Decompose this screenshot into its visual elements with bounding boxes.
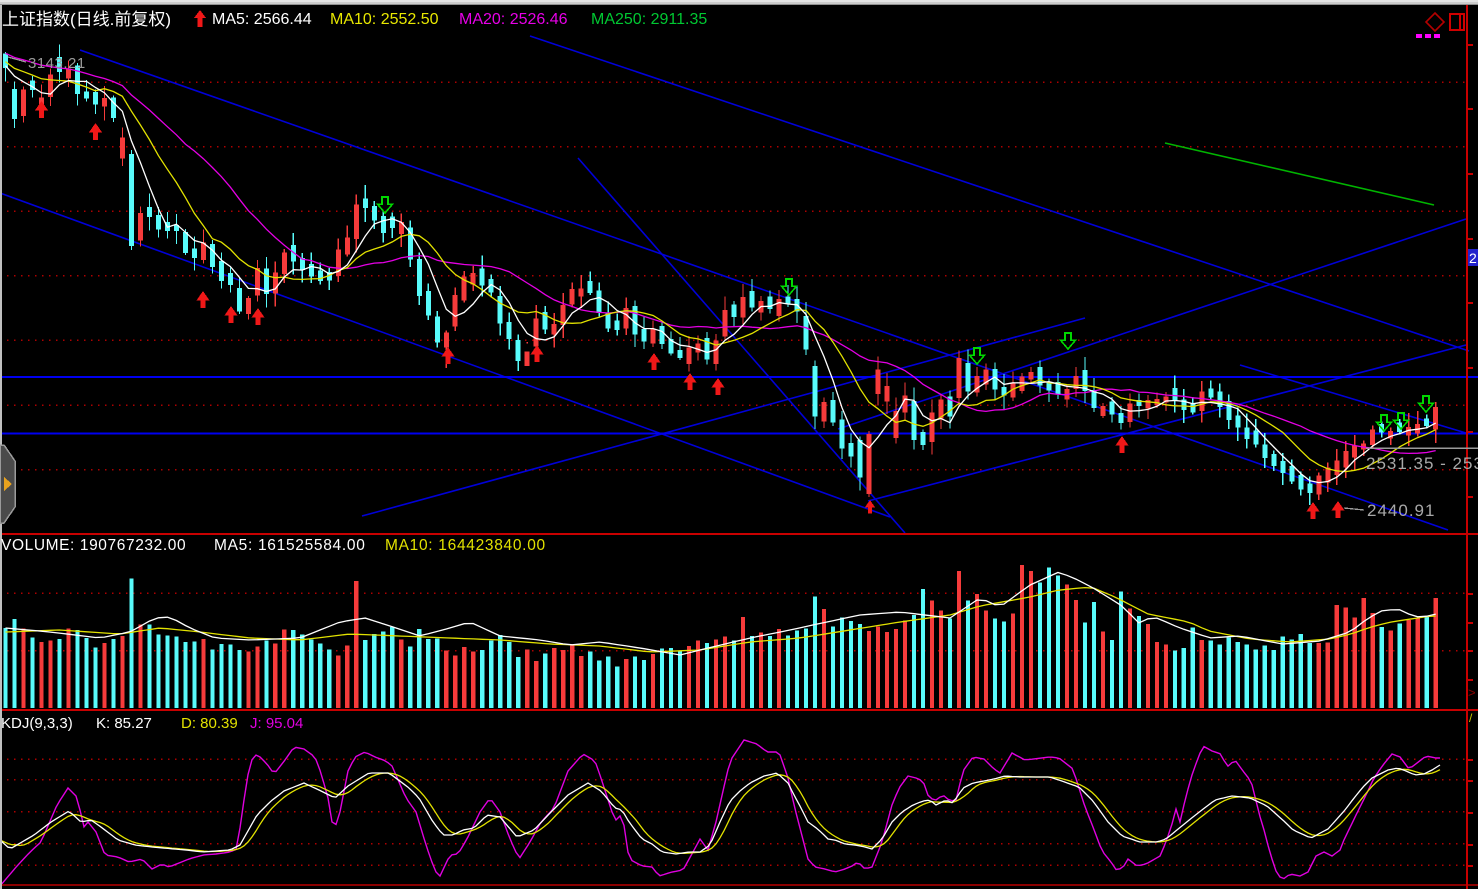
svg-text:2531.35 - 253: 2531.35 - 253 [1366, 454, 1478, 473]
svg-text:>: > [1468, 685, 1476, 700]
svg-text:K: 85.27: K: 85.27 [96, 715, 152, 732]
svg-text:MA5: 2566.44: MA5: 2566.44 [212, 11, 312, 28]
svg-text:MA20: 2526.46: MA20: 2526.46 [459, 11, 568, 28]
svg-text:MA10: 164423840.00: MA10: 164423840.00 [385, 537, 546, 554]
svg-text:J: 95.04: J: 95.04 [250, 715, 303, 732]
svg-text:上证指数(日线.前复权): 上证指数(日线.前复权) [2, 10, 171, 29]
svg-text:3143.21: 3143.21 [28, 55, 86, 72]
svg-text:/: / [1469, 711, 1473, 725]
svg-text:VOLUME: 190767232.00: VOLUME: 190767232.00 [1, 537, 186, 554]
svg-text:2440.91: 2440.91 [1367, 501, 1435, 520]
svg-text:2: 2 [1469, 250, 1477, 266]
svg-text:D: 80.39: D: 80.39 [181, 715, 238, 732]
svg-text:MA250: 2911.35: MA250: 2911.35 [591, 11, 707, 28]
svg-text:MA5: 161525584.00: MA5: 161525584.00 [214, 537, 366, 554]
svg-text:KDJ(9,3,3): KDJ(9,3,3) [1, 715, 73, 732]
svg-text:MA10: 2552.50: MA10: 2552.50 [330, 11, 439, 28]
